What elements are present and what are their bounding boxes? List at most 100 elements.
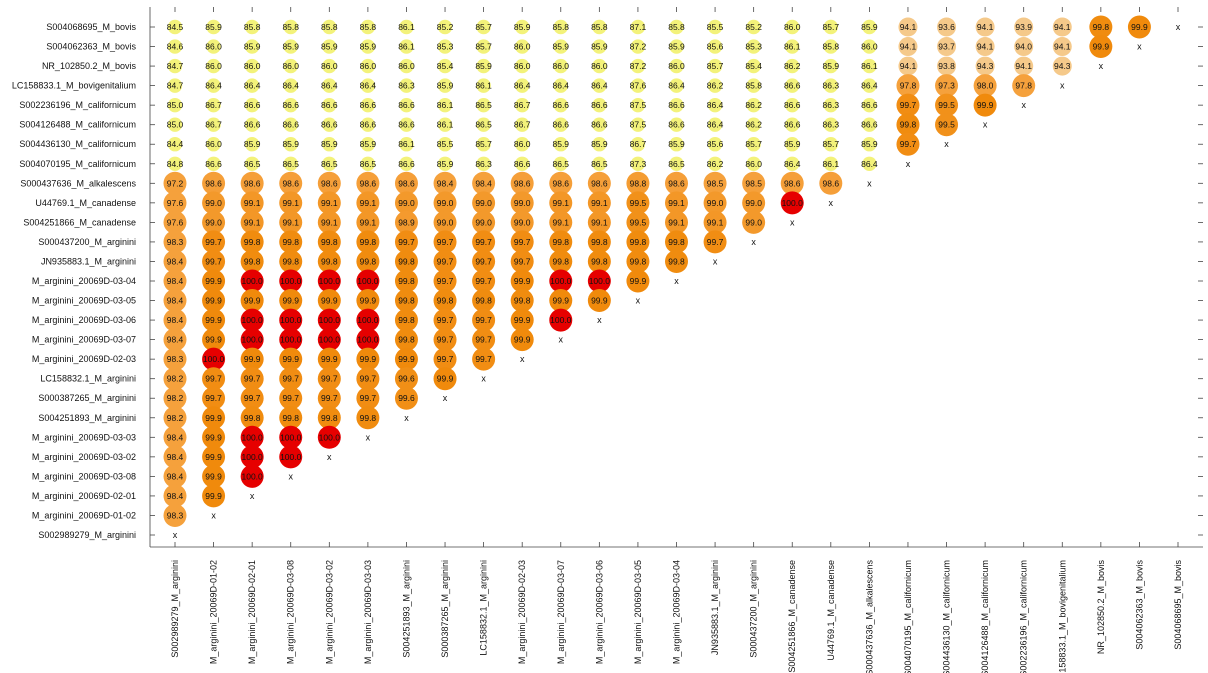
cell-marker bbox=[703, 171, 727, 195]
cell-marker bbox=[514, 97, 530, 113]
cell-value: 99.5 bbox=[938, 120, 955, 130]
row-label: S004126488_M_californicum bbox=[19, 120, 136, 130]
cell-value: 100.0 bbox=[550, 276, 572, 286]
cell-marker bbox=[240, 230, 264, 254]
cell-value: 99.9 bbox=[1131, 22, 1148, 32]
cell-value: 98.6 bbox=[244, 178, 261, 188]
cell-marker bbox=[780, 191, 804, 215]
cell-value: 86.0 bbox=[745, 159, 762, 169]
cell-marker bbox=[514, 58, 530, 74]
cell-value: 99.0 bbox=[514, 217, 531, 227]
cell-marker bbox=[240, 289, 264, 313]
cell-value: 100.0 bbox=[319, 276, 341, 286]
cell-value: 86.4 bbox=[784, 159, 801, 169]
cell-marker bbox=[785, 58, 800, 74]
cell-value: 99.7 bbox=[321, 393, 338, 403]
cell-value: 100.0 bbox=[242, 335, 264, 345]
cell-value: 85.9 bbox=[437, 81, 454, 91]
cell-marker bbox=[322, 97, 337, 113]
cell-marker bbox=[896, 132, 920, 156]
cell-marker bbox=[669, 39, 684, 54]
cell-marker bbox=[592, 58, 607, 74]
cell-value: 86.3 bbox=[823, 81, 840, 91]
cell-marker bbox=[240, 171, 264, 195]
cell-value: 86.1 bbox=[823, 159, 840, 169]
cell-marker bbox=[163, 191, 187, 215]
cell-marker bbox=[433, 210, 457, 234]
cell-marker bbox=[240, 308, 264, 332]
cell-marker bbox=[163, 503, 187, 527]
cell-marker bbox=[707, 39, 723, 54]
cell-marker bbox=[592, 137, 607, 152]
cell-value: 85.4 bbox=[745, 61, 762, 71]
cell-marker bbox=[549, 269, 573, 293]
cell-value: 97.2 bbox=[167, 178, 184, 188]
cell-marker bbox=[399, 137, 414, 152]
cell-marker bbox=[510, 171, 534, 195]
cell-value: 86.6 bbox=[244, 120, 261, 130]
row-label: M_arginini_20069D-03-07 bbox=[32, 335, 136, 345]
cell-marker bbox=[283, 97, 298, 113]
cell-marker bbox=[862, 39, 877, 54]
cell-value: 99.7 bbox=[514, 256, 531, 266]
cell-value: 99.7 bbox=[437, 315, 454, 325]
cell-marker bbox=[626, 230, 650, 254]
cell-value: 98.5 bbox=[707, 178, 724, 188]
cell-value: 99.8 bbox=[552, 237, 569, 247]
cell-marker bbox=[279, 328, 303, 352]
cell-value: 86.4 bbox=[282, 81, 299, 91]
cell-value: 99.1 bbox=[552, 198, 569, 208]
cell-marker bbox=[514, 78, 530, 93]
cell-marker bbox=[163, 367, 187, 391]
cell-value: 99.7 bbox=[707, 237, 724, 247]
cell-marker bbox=[206, 156, 221, 171]
cell-marker bbox=[472, 347, 496, 371]
cell-value: 98.6 bbox=[823, 178, 840, 188]
cell-marker bbox=[785, 137, 800, 152]
diagonal-marker: x bbox=[1060, 81, 1065, 91]
cell-value: 99.0 bbox=[745, 198, 762, 208]
row-label: LC158833.1_M_bovigenitalium bbox=[12, 81, 136, 91]
cell-marker bbox=[163, 386, 187, 410]
cell-marker bbox=[202, 191, 226, 215]
cell-value: 98.6 bbox=[784, 178, 801, 188]
cell-marker bbox=[356, 328, 380, 352]
cell-marker bbox=[279, 191, 303, 215]
cell-marker bbox=[394, 308, 418, 332]
row-label: S002236196_M_californicum bbox=[19, 100, 136, 110]
cell-marker bbox=[587, 230, 611, 254]
cell-value: 87.1 bbox=[630, 22, 647, 32]
cell-value: 86.0 bbox=[282, 61, 299, 71]
cell-value: 99.9 bbox=[205, 276, 222, 286]
cell-marker bbox=[244, 78, 260, 93]
cell-value: 86.4 bbox=[861, 81, 878, 91]
cell-marker bbox=[975, 17, 995, 37]
cell-marker bbox=[322, 58, 337, 74]
cell-marker bbox=[167, 39, 183, 54]
diagonal-marker: x bbox=[520, 354, 525, 364]
cell-value: 99.1 bbox=[591, 198, 608, 208]
cell-value: 97.6 bbox=[167, 217, 184, 227]
cell-value: 98.0 bbox=[977, 81, 994, 91]
cell-value: 99.1 bbox=[552, 217, 569, 227]
cell-value: 98.4 bbox=[475, 178, 492, 188]
cell-marker bbox=[317, 210, 341, 234]
cell-value: 99.0 bbox=[205, 217, 222, 227]
cell-value: 85.9 bbox=[668, 139, 685, 149]
cell-marker bbox=[973, 93, 997, 117]
cell-value: 99.8 bbox=[282, 256, 299, 266]
cell-marker bbox=[549, 289, 573, 313]
cell-marker bbox=[707, 97, 723, 113]
cell-value: 99.9 bbox=[282, 296, 299, 306]
row-label: M_arginini_20069D-03-08 bbox=[32, 471, 136, 481]
cell-value: 86.5 bbox=[244, 159, 261, 169]
cell-value: 99.7 bbox=[205, 374, 222, 384]
cell-value: 85.3 bbox=[437, 42, 454, 52]
cell-marker bbox=[167, 58, 183, 74]
cell-value: 86.1 bbox=[784, 42, 801, 52]
row-label: M_arginini_20069D-02-01 bbox=[32, 491, 136, 501]
cell-marker bbox=[244, 19, 260, 35]
cell-value: 86.2 bbox=[784, 61, 801, 71]
cell-value: 100.0 bbox=[242, 432, 264, 442]
cell-value: 86.4 bbox=[552, 81, 569, 91]
